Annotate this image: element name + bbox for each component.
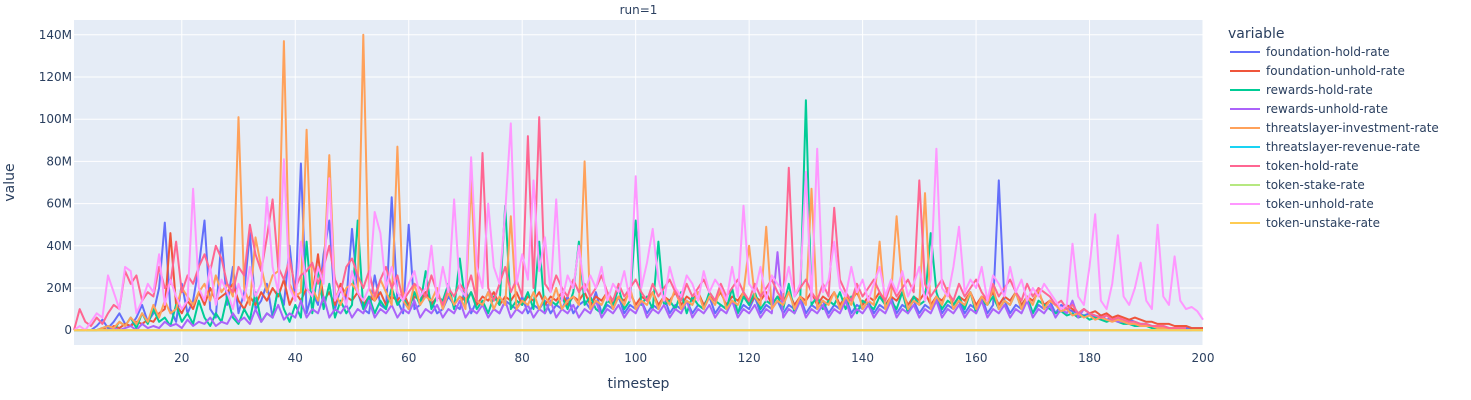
legend-item-threatslayer-revenue-rate[interactable]: threatslayer-revenue-rate: [1230, 140, 1420, 154]
x-axis: 20 40 60 80 100 120 140 160 180 200: [174, 351, 1214, 365]
series-line-threatslayer-investment-rate: [74, 33, 1181, 332]
legend-label: token-hold-rate: [1266, 159, 1359, 173]
legend-item-foundation-unhold-rate[interactable]: foundation-unhold-rate: [1230, 64, 1405, 78]
facet-title: run=1: [620, 3, 658, 17]
legend-title: variable: [1228, 26, 1284, 42]
y-tick-label: 80M: [46, 154, 72, 168]
series-line-token-unhold-rate: [73, 122, 1204, 332]
legend-label: foundation-hold-rate: [1266, 45, 1390, 59]
series-line-rewards-unhold-rate: [74, 251, 1192, 332]
legend-item-rewards-hold-rate[interactable]: rewards-hold-rate: [1230, 83, 1373, 97]
legend: variable foundation-hold-rate foundation-…: [1228, 26, 1439, 230]
legend-item-threatslayer-investment-rate[interactable]: threatslayer-investment-rate: [1230, 121, 1439, 135]
x-axis-title: timestep: [608, 376, 670, 392]
y-tick-label: 120M: [39, 70, 72, 84]
y-tick-label: 60M: [46, 197, 72, 211]
legend-item-token-unstake-rate[interactable]: token-unstake-rate: [1230, 216, 1380, 230]
legend-label: token-stake-rate: [1266, 178, 1365, 192]
legend-item-token-unhold-rate[interactable]: token-unhold-rate: [1230, 197, 1374, 211]
legend-label: rewards-unhold-rate: [1266, 102, 1388, 116]
x-tick-label: 200: [1192, 351, 1215, 365]
legend-item-rewards-unhold-rate[interactable]: rewards-unhold-rate: [1230, 102, 1388, 116]
y-tick-label: 40M: [46, 239, 72, 253]
legend-item-foundation-hold-rate[interactable]: foundation-hold-rate: [1230, 45, 1390, 59]
y-axis: 0 20M 40M 60M 80M 100M 120M 140M: [39, 28, 72, 337]
legend-item-token-stake-rate[interactable]: token-stake-rate: [1230, 178, 1365, 192]
legend-label: token-unhold-rate: [1266, 197, 1374, 211]
y-tick-label: 100M: [39, 112, 72, 126]
legend-item-token-hold-rate[interactable]: token-hold-rate: [1230, 159, 1359, 173]
y-axis-title: value: [2, 163, 18, 201]
x-tick-label: 140: [851, 351, 874, 365]
x-tick-label: 20: [174, 351, 189, 365]
x-tick-label: 100: [624, 351, 647, 365]
x-tick-label: 120: [738, 351, 761, 365]
series-lines: [73, 33, 1204, 332]
x-tick-label: 180: [1078, 351, 1101, 365]
x-tick-label: 80: [515, 351, 530, 365]
y-tick-label: 140M: [39, 28, 72, 42]
legend-label: rewards-hold-rate: [1266, 83, 1373, 97]
y-tick-label: 0: [64, 323, 72, 337]
y-tick-label: 20M: [46, 281, 72, 295]
legend-label: token-unstake-rate: [1266, 216, 1380, 230]
legend-label: threatslayer-revenue-rate: [1266, 140, 1420, 154]
legend-label: foundation-unhold-rate: [1266, 64, 1405, 78]
legend-label: threatslayer-investment-rate: [1266, 121, 1439, 135]
x-tick-label: 40: [288, 351, 303, 365]
x-tick-label: 60: [401, 351, 416, 365]
x-tick-label: 160: [965, 351, 988, 365]
